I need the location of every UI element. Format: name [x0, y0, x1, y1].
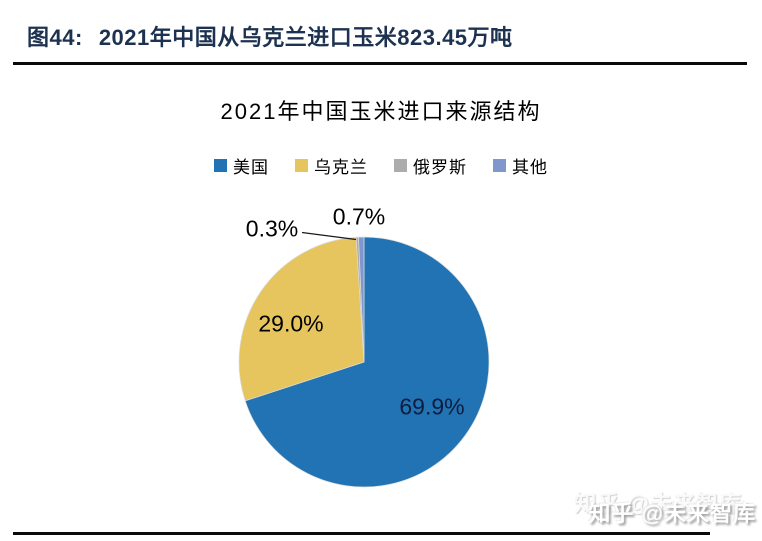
pie-slice-other: [358, 236, 365, 363]
watermark-ghost-text: 知乎 @未来智库: [574, 491, 742, 516]
legend-swatch-other: [493, 159, 506, 172]
legend-label-other: 其他: [512, 158, 548, 177]
chart-legend: 美国 乌克兰 俄罗斯 其他: [16, 153, 746, 178]
legend-label-usa: 美国: [233, 158, 269, 177]
legend-item-usa: 美国: [214, 153, 269, 178]
legend-swatch-ukraine: [295, 159, 308, 172]
legend-label-russia: 俄罗斯: [413, 158, 467, 177]
pie-svg: [238, 236, 490, 488]
page-divider: [13, 532, 710, 535]
legend-label-ukraine: 乌克兰: [314, 158, 368, 177]
figure-caption-text: 2021年中国从乌克兰进口玉米823.45万吨: [98, 25, 513, 50]
figure-number: 图44:: [27, 25, 83, 50]
leader-line-russia: [301, 231, 357, 241]
legend-item-other: 其他: [493, 153, 548, 178]
pie-slice-usa: [244, 236, 490, 488]
pie-chart: [238, 236, 490, 488]
pie-label-usa: 69.9%: [399, 393, 465, 420]
legend-item-ukraine: 乌克兰: [295, 153, 368, 178]
caption-divider: [13, 62, 747, 65]
watermark-text: 知乎 @未来智库: [588, 501, 756, 526]
legend-swatch-usa: [214, 159, 227, 172]
legend-swatch-russia: [394, 159, 407, 172]
pie-slice-ukraine: [238, 236, 365, 402]
chart-title: 2021年中国玉米进口来源结构: [220, 99, 542, 124]
figure-caption: 图44: 2021年中国从乌克兰进口玉米823.45万吨: [27, 20, 747, 52]
legend-item-russia: 俄罗斯: [394, 153, 467, 178]
pie-label-russia: 0.3%: [245, 215, 299, 242]
pie-label-ukraine: 29.0%: [258, 310, 324, 337]
pie-label-other: 0.7%: [332, 203, 386, 230]
